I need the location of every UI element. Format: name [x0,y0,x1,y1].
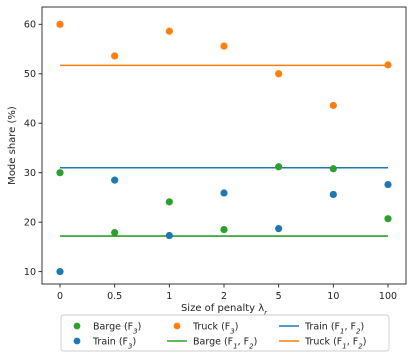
x-tick-label-5: 5 [276,291,282,302]
y-axis-label: Mode share (%) [7,106,18,185]
point-truck_f3-2 [220,42,228,50]
point-barge_f3-5 [275,163,283,171]
point-train_f3-0 [56,268,64,276]
y-tick-label-40: 40 [24,119,36,130]
y-tick-label-10: 10 [24,267,36,278]
point-truck_f3-1 [165,27,173,35]
axes: 10 20 30 40 50 60 0 0.5 1 2 5 10 100 Size of penalty … [7,6,407,317]
point-barge_f3-10 [329,165,337,173]
legend-label-barge_f12: Barge (F1, F2) [193,336,257,350]
point-barge_f3-0 [56,169,64,177]
point-train_f3-2 [220,189,228,197]
legend-box [60,314,390,352]
legend-marker-train_f3 [73,337,81,345]
legend-label-train_f3: Train (F3) [92,336,136,350]
x-tick-label-0: 0 [57,291,63,302]
plot-area [56,20,392,276]
point-train_f3-10 [329,190,337,199]
y-tick-label-50: 50 [24,69,36,80]
legend-label-train_f12: Train (F1, F2) [304,321,364,335]
x-tick-label-1: 1 [166,291,172,302]
y-tick-label-60: 60 [24,20,36,31]
x-tick-label-100: 100 [379,291,397,302]
point-train_f3-100 [384,180,392,189]
point-barge_f3-2 [220,225,228,234]
point-barge_f3-100 [384,215,392,223]
y-tick-label-20: 20 [24,218,36,229]
point-truck_f3-100 [384,61,392,69]
point-truck_f3-0 [56,20,64,28]
point-truck_f3-0.5 [111,52,119,60]
legend-marker-truck_f3 [173,322,181,330]
legend-label-truck_f12: Truck (F1, F2) [304,336,366,350]
point-train_f3-0.5 [111,176,119,184]
point-train_f3-5 [275,225,283,233]
legend: Barge (F3)Train (F3) Truck (F3)Barge (F1,… [60,314,390,352]
legend-marker-barge_f3 [73,322,81,330]
point-barge_f3-1 [165,198,173,206]
point-truck_f3-5 [275,70,283,78]
x-tick-label-2: 2 [221,291,227,302]
point-truck_f3-10 [329,101,337,110]
x-tick-label-10: 10 [327,291,339,302]
legend-label-barge_f3: Barge (F3) [93,321,141,335]
point-barge_f3-0.5 [111,228,119,237]
legend-label-truck_f3: Truck (F3) [192,321,238,335]
x-tick-label-0.5: 0.5 [107,291,122,302]
x-axis-label: Size of penalty λr [181,303,268,317]
y-tick-label-30: 30 [24,168,36,179]
point-train_f3-1 [165,231,173,240]
